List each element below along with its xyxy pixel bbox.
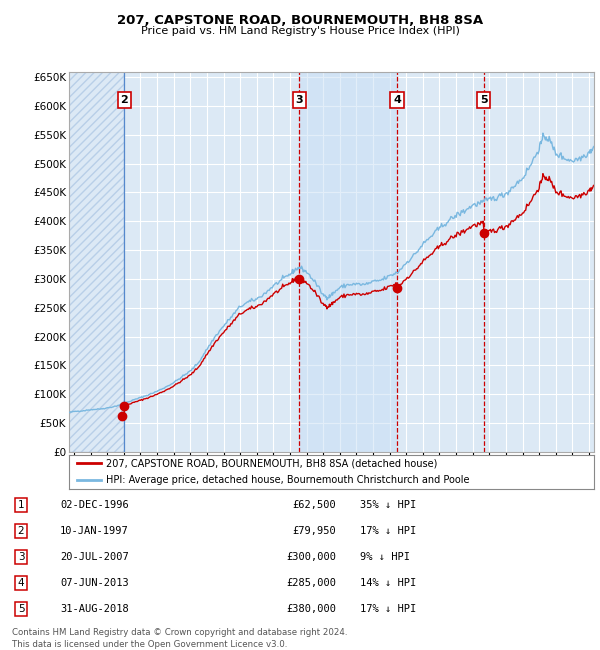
Text: 4: 4: [17, 578, 25, 588]
Text: 4: 4: [393, 95, 401, 105]
Text: £62,500: £62,500: [292, 500, 336, 510]
Text: 20-JUL-2007: 20-JUL-2007: [60, 552, 129, 562]
Text: £285,000: £285,000: [286, 578, 336, 588]
Text: 207, CAPSTONE ROAD, BOURNEMOUTH, BH8 8SA (detached house): 207, CAPSTONE ROAD, BOURNEMOUTH, BH8 8SA…: [106, 458, 437, 469]
Text: 207, CAPSTONE ROAD, BOURNEMOUTH, BH8 8SA: 207, CAPSTONE ROAD, BOURNEMOUTH, BH8 8SA: [117, 14, 483, 27]
Text: Contains HM Land Registry data © Crown copyright and database right 2024.
This d: Contains HM Land Registry data © Crown c…: [12, 628, 347, 649]
Bar: [69, 72, 124, 452]
Text: 1: 1: [17, 500, 25, 510]
Text: £300,000: £300,000: [286, 552, 336, 562]
Text: 14% ↓ HPI: 14% ↓ HPI: [360, 578, 416, 588]
Text: 2: 2: [121, 95, 128, 105]
Text: 07-JUN-2013: 07-JUN-2013: [60, 578, 129, 588]
Text: 17% ↓ HPI: 17% ↓ HPI: [360, 526, 416, 536]
Text: Price paid vs. HM Land Registry's House Price Index (HPI): Price paid vs. HM Land Registry's House …: [140, 26, 460, 36]
Text: 3: 3: [17, 552, 25, 562]
Text: 31-AUG-2018: 31-AUG-2018: [60, 604, 129, 614]
Text: 2: 2: [17, 526, 25, 536]
Text: 5: 5: [17, 604, 25, 614]
Text: 35% ↓ HPI: 35% ↓ HPI: [360, 500, 416, 510]
Text: £380,000: £380,000: [286, 604, 336, 614]
Text: £79,950: £79,950: [292, 526, 336, 536]
Text: 17% ↓ HPI: 17% ↓ HPI: [360, 604, 416, 614]
Text: 5: 5: [480, 95, 487, 105]
Text: 02-DEC-1996: 02-DEC-1996: [60, 500, 129, 510]
Bar: [299, 72, 397, 452]
Text: 10-JAN-1997: 10-JAN-1997: [60, 526, 129, 536]
Text: 9% ↓ HPI: 9% ↓ HPI: [360, 552, 410, 562]
Text: 3: 3: [295, 95, 303, 105]
Text: HPI: Average price, detached house, Bournemouth Christchurch and Poole: HPI: Average price, detached house, Bour…: [106, 475, 469, 486]
